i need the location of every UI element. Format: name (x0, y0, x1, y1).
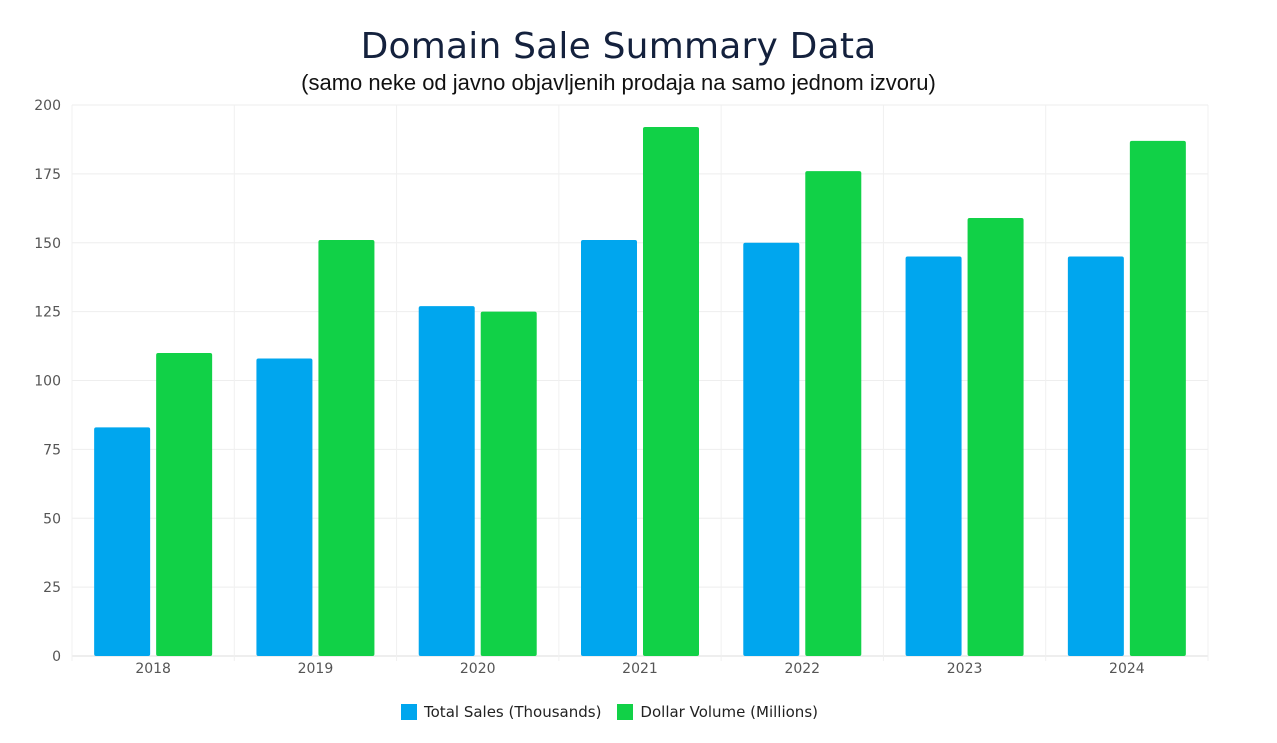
bar-total-sales-2019[interactable] (256, 358, 313, 656)
legend-item-dollar-volume[interactable]: Dollar Volume (Millions) (617, 703, 818, 721)
legend-item-total-sales[interactable]: Total Sales (Thousands) (401, 703, 601, 721)
y-tick-label: 150 (34, 236, 61, 252)
bar-total-sales-2023[interactable] (905, 256, 962, 656)
bar-dollar-volume-2021[interactable] (643, 127, 699, 657)
x-tick-label: 2023 (947, 661, 983, 677)
y-tick-label: 0 (52, 649, 61, 665)
chart-subtitle: (samo neke od javno objavljenih prodaja … (301, 70, 936, 95)
chart-title: Domain Sale Summary Data (360, 26, 877, 67)
bar-dollar-volume-2020[interactable] (480, 311, 537, 656)
bar-total-sales-2020[interactable] (418, 306, 475, 656)
y-tick-label: 25 (43, 580, 61, 596)
y-tick-label: 50 (43, 511, 61, 527)
x-tick-label: 2020 (460, 661, 496, 677)
x-tick-label: 2018 (135, 661, 171, 677)
bar-dollar-volume-2018[interactable] (156, 352, 213, 656)
y-tick-label: 75 (43, 442, 61, 458)
bar-total-sales-2022[interactable] (743, 242, 800, 656)
x-tick-label: 2022 (784, 661, 820, 677)
y-tick-label: 125 (34, 305, 61, 321)
y-tick-label: 200 (34, 98, 61, 114)
bar-dollar-volume-2023[interactable] (967, 217, 1024, 656)
legend-label-total-sales: Total Sales (Thousands) (424, 703, 602, 721)
y-tick-label: 175 (34, 167, 61, 183)
y-tick-label: 100 (34, 374, 61, 390)
legend-swatch-dollar-volume (617, 704, 634, 720)
x-tick-label: 2021 (622, 661, 658, 677)
bar-dollar-volume-2019[interactable] (318, 239, 375, 656)
legend-swatch-total-sales (401, 704, 418, 720)
bar-dollar-volume-2022[interactable] (805, 171, 862, 656)
x-tick-label: 2019 (298, 661, 334, 677)
legend-label-dollar-volume: Dollar Volume (Millions) (640, 703, 818, 721)
x-tick-label: 2024 (1109, 661, 1145, 677)
bar-total-sales-2024[interactable] (1067, 256, 1124, 656)
bar-dollar-volume-2024[interactable] (1129, 140, 1186, 656)
bar-total-sales-2018[interactable] (94, 427, 151, 656)
chart-legend: Total Sales (Thousands) Dollar Volume (M… (0, 703, 1219, 721)
bar-total-sales-2021[interactable] (581, 239, 637, 656)
